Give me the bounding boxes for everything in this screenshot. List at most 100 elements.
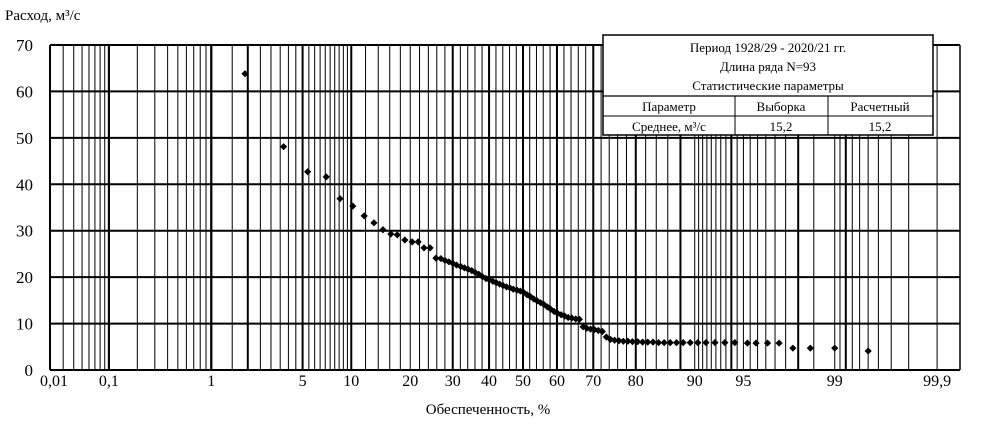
data-point (336, 195, 344, 203)
data-point (387, 230, 395, 238)
x-tick-label: 95 (735, 373, 751, 390)
data-point (752, 339, 760, 347)
data-point (414, 238, 422, 246)
y-tick-label: 10 (16, 315, 33, 334)
data-point (408, 238, 416, 246)
legend-box (602, 34, 934, 136)
data-point (279, 143, 288, 151)
x-tick-label: 50 (515, 373, 531, 390)
legend-header-param: Параметр (642, 99, 696, 114)
data-point (649, 338, 657, 346)
data-point (526, 293, 534, 301)
data-point (547, 305, 555, 313)
data-point (460, 264, 469, 272)
data-point (540, 300, 548, 309)
data-point (775, 339, 783, 347)
x-tick-label: 80 (628, 373, 644, 390)
data-point (864, 347, 872, 355)
data-point (702, 339, 710, 347)
data-point (530, 295, 538, 303)
x-tick-label: 0,1 (99, 373, 119, 390)
data-point (485, 276, 493, 284)
x-tick-label: 5 (299, 373, 307, 390)
data-point (564, 313, 572, 322)
data-point (679, 339, 687, 347)
data-point (789, 344, 797, 352)
data-point (731, 339, 739, 347)
y-tick-label: 50 (16, 129, 33, 148)
y-axis-title: Расход, м³/с (5, 8, 81, 24)
y-tick-labels: 0 10 20 30 40 50 60 70 (16, 36, 33, 380)
data-point (615, 337, 623, 345)
data-point (557, 311, 565, 319)
data-point (360, 212, 368, 220)
data-point (561, 312, 569, 320)
y-tick-label: 60 (16, 82, 33, 101)
data-point (743, 339, 752, 347)
data-point (583, 324, 591, 332)
x-tick-label: 90 (687, 373, 703, 390)
data-point (606, 335, 615, 343)
data-point (393, 231, 401, 239)
y-tick-label: 40 (16, 175, 33, 194)
data-point (619, 337, 627, 345)
data-point (634, 338, 642, 346)
data-point (432, 254, 440, 262)
data-point (445, 258, 453, 266)
data-point (628, 338, 637, 346)
y-tick-label: 30 (16, 222, 33, 241)
data-point (543, 303, 551, 311)
data-point (304, 168, 312, 176)
legend-length: Длина ряда N=93 (720, 59, 816, 74)
legend-cell-mean-label: Среднее, м³/с (632, 119, 706, 134)
data-point (644, 338, 652, 346)
data-point (579, 323, 587, 331)
data-point (536, 299, 545, 307)
data-point (694, 339, 702, 347)
data-point (598, 327, 606, 336)
legend-cell-mean-sample: 15,2 (770, 119, 793, 134)
x-tick-label: 40 (481, 373, 497, 390)
data-point (452, 261, 461, 269)
grid (49, 44, 961, 371)
data-point (639, 338, 647, 346)
data-point (624, 337, 632, 345)
data-point (831, 344, 839, 352)
data-point (711, 339, 719, 347)
data-point (575, 315, 583, 323)
data-point (654, 339, 663, 347)
data-point (590, 326, 599, 334)
legend-header-sample: Выборка (757, 99, 806, 114)
x-tick-label: 60 (549, 373, 565, 390)
x-tick-label: 70 (585, 373, 601, 390)
data-point (520, 288, 528, 297)
x-tick-label: 0,01 (40, 373, 68, 390)
data-point (763, 339, 772, 347)
x-tick-label: 20 (402, 373, 418, 390)
x-tick-labels: 0,01 0,1 1 5 10 20 30 40 50 60 70 80 90 95 99 99,9 (40, 373, 951, 390)
data-point (523, 291, 531, 299)
y-tick-label: 20 (16, 268, 33, 287)
x-tick-label: 99,9 (923, 373, 951, 390)
y-tick-label: 0 (25, 361, 34, 380)
x-tick-label: 1 (207, 373, 215, 390)
data-point (586, 325, 595, 333)
data-point (496, 280, 504, 288)
data-point (554, 309, 562, 317)
data-points (241, 70, 872, 355)
data-point (806, 344, 814, 352)
legend-table: Период 1928/29 - 2020/21 гг. Длина ряда … (602, 34, 934, 136)
x-axis-title: Обеспеченность, % (426, 402, 550, 418)
legend-header-calc: Расчетный (850, 99, 909, 114)
data-point (401, 236, 409, 244)
data-point (241, 70, 249, 78)
data-point (379, 226, 387, 234)
data-point (420, 244, 428, 252)
legend-period: Период 1928/29 - 2020/21 гг. (690, 40, 846, 55)
data-point (686, 339, 694, 347)
data-point (611, 336, 619, 344)
data-point (322, 173, 330, 181)
y-tick-label: 70 (16, 36, 33, 55)
data-point (506, 284, 514, 292)
